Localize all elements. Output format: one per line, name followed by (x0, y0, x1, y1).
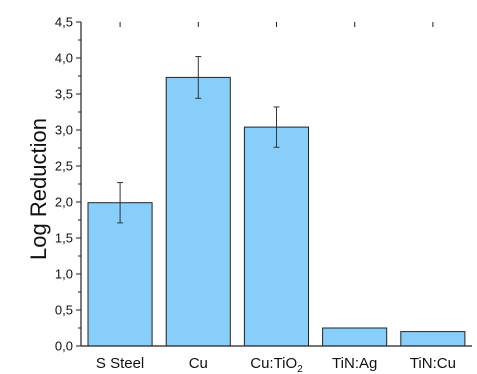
y-tick-label: 0,0 (55, 339, 73, 354)
x-category-label: TiN:Ag (332, 355, 377, 372)
x-category-label: TiN:Cu (410, 355, 456, 372)
bar-3 (322, 327, 388, 347)
y-tick-label: 4,5 (55, 15, 73, 30)
error-bar-1 (195, 56, 202, 99)
bar-2 (243, 126, 309, 347)
y-tick-label: 2,5 (55, 159, 73, 174)
y-tick-label: 3,5 (55, 87, 73, 102)
bar-1 (165, 76, 231, 347)
y-axis-title: Log Reduction (26, 118, 51, 260)
y-tick-label: 0,5 (55, 303, 73, 318)
error-bar-2 (273, 106, 280, 148)
error-bars-layer (117, 56, 280, 224)
y-tick-label: 1,0 (55, 267, 73, 282)
x-category-label: Cu:TiO2 (250, 355, 303, 374)
bar-0 (87, 202, 153, 347)
x-category-label: Cu (189, 355, 208, 372)
y-tick-label: 1,5 (55, 231, 73, 246)
y-tick-label: 3,0 (55, 123, 73, 138)
y-ticks-layer: 0,0 0,5 1,0 1,5 2,0 2,5 3,0 3,5 4,0 4,5 (55, 15, 81, 354)
x-labels-layer: S Steel Cu Cu:TiO2 TiN:Ag TiN:Cu (96, 355, 456, 374)
error-bar-0 (117, 182, 124, 224)
bar-4 (400, 331, 466, 347)
y-tick-label: 2,0 (55, 195, 73, 210)
x-category-label: S Steel (96, 355, 144, 372)
y-tick-label: 4,0 (55, 51, 73, 66)
